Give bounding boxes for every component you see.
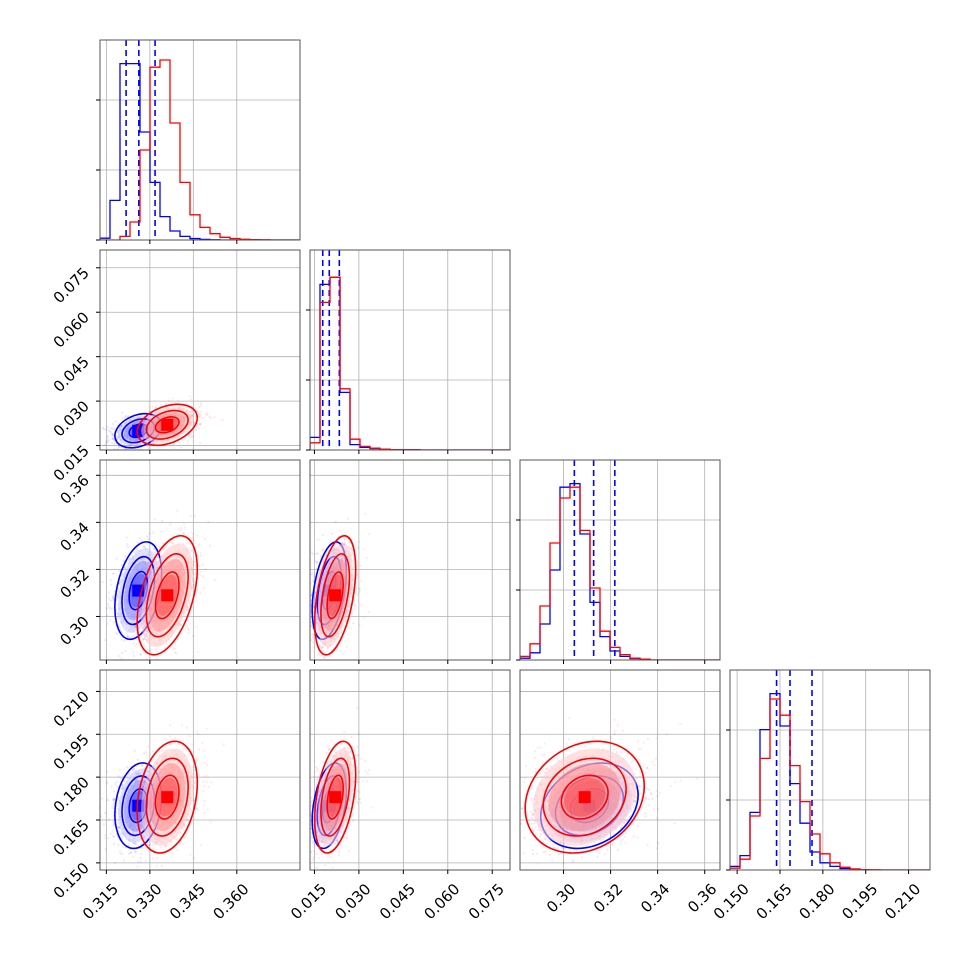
histogram-series — [730, 692, 930, 870]
grid-layer — [100, 40, 930, 870]
panel-frame — [99, 459, 301, 661]
panel-frame — [309, 249, 511, 451]
density-contour — [136, 534, 199, 656]
x-tick-label: 0.165 — [753, 880, 796, 923]
x-tick-label: 0.32 — [590, 880, 626, 916]
density-contour — [326, 774, 344, 820]
y-tick-label: 0.045 — [50, 353, 93, 396]
panel-frame — [99, 249, 301, 451]
x-tick-label: 0.030 — [332, 880, 375, 923]
density-contour — [313, 534, 357, 656]
x-tick-label: 0.345 — [166, 880, 209, 923]
density-contour — [320, 757, 351, 837]
frame-layer — [99, 39, 931, 871]
histogram-series — [100, 62, 300, 240]
y-tick-label: 0.32 — [56, 566, 92, 602]
x-tick-label: 0.210 — [881, 880, 924, 923]
panel-frame — [519, 669, 721, 871]
density-contour — [145, 757, 189, 837]
density-contour — [542, 757, 627, 837]
joint-density-panel — [520, 716, 698, 865]
marginal-histogram-panel — [520, 460, 720, 660]
joint-density-panel — [310, 512, 371, 660]
panel-frame — [729, 669, 931, 871]
density-contour — [313, 740, 357, 854]
density-contour — [154, 416, 180, 434]
joint-density-panel — [100, 723, 225, 868]
y-tick-label: 0.34 — [56, 518, 92, 554]
x-tick-label: 0.045 — [376, 880, 419, 923]
density-contour — [136, 403, 199, 447]
density-contour — [524, 740, 646, 854]
density-contour — [136, 740, 199, 854]
histogram-series — [310, 276, 510, 450]
density-contour — [560, 774, 609, 820]
y-tick-label: 0.075 — [50, 264, 93, 307]
density-peak — [161, 791, 174, 804]
y-tick-label: 0.180 — [50, 773, 93, 816]
panel-frame — [519, 459, 721, 661]
joint-density-panel — [310, 706, 373, 869]
density-contour — [145, 553, 189, 638]
marginal-histogram-panel — [100, 40, 300, 240]
x-tick-label: 0.015 — [287, 880, 330, 923]
y-tick-label: 0.030 — [50, 397, 93, 440]
panel-frame — [99, 39, 301, 241]
x-tick-label: 0.195 — [838, 880, 881, 923]
x-tick-label: 0.060 — [420, 880, 463, 923]
density-contour — [154, 571, 180, 620]
joint-density-panel — [101, 395, 224, 450]
density-peak — [132, 424, 145, 437]
panel-frame — [309, 459, 511, 661]
y-tick-label: 0.195 — [50, 730, 93, 773]
x-tick-label: 0.150 — [710, 880, 753, 923]
histogram-series — [520, 482, 720, 660]
y-tick-label: 0.210 — [50, 688, 93, 731]
x-tick-label: 0.330 — [123, 880, 166, 923]
x-tick-label: 0.315 — [79, 880, 122, 923]
y-tick-label: 0.150 — [50, 859, 93, 902]
density-contour — [320, 553, 351, 638]
density-peak — [578, 791, 591, 804]
histogram-series — [520, 486, 720, 660]
y-tick-label: 0.30 — [56, 613, 92, 649]
x-tick-label: 0.360 — [209, 880, 252, 923]
panel-frame — [99, 669, 301, 871]
density-contour — [326, 571, 344, 620]
density-peak — [161, 589, 174, 602]
histogram-series — [730, 698, 930, 870]
density-peak — [329, 791, 342, 804]
joint-density-panel — [101, 509, 216, 660]
y-tick-label: 0.165 — [50, 816, 93, 859]
marginal-histogram-panel — [730, 670, 930, 870]
x-tick-label: 0.180 — [796, 880, 839, 923]
data-layer — [100, 40, 930, 870]
y-tick-label: 0.060 — [50, 308, 93, 351]
histogram-series — [100, 59, 300, 240]
panel-frame — [309, 669, 511, 871]
x-tick-label: 0.34 — [637, 880, 673, 916]
x-tick-label: 0.30 — [543, 880, 579, 916]
density-peak — [161, 418, 174, 431]
marginal-histogram-panel — [310, 250, 510, 450]
density-contour — [145, 409, 189, 440]
x-tick-label: 0.075 — [465, 880, 508, 923]
density-peak — [329, 589, 342, 602]
density-contour — [154, 774, 180, 820]
